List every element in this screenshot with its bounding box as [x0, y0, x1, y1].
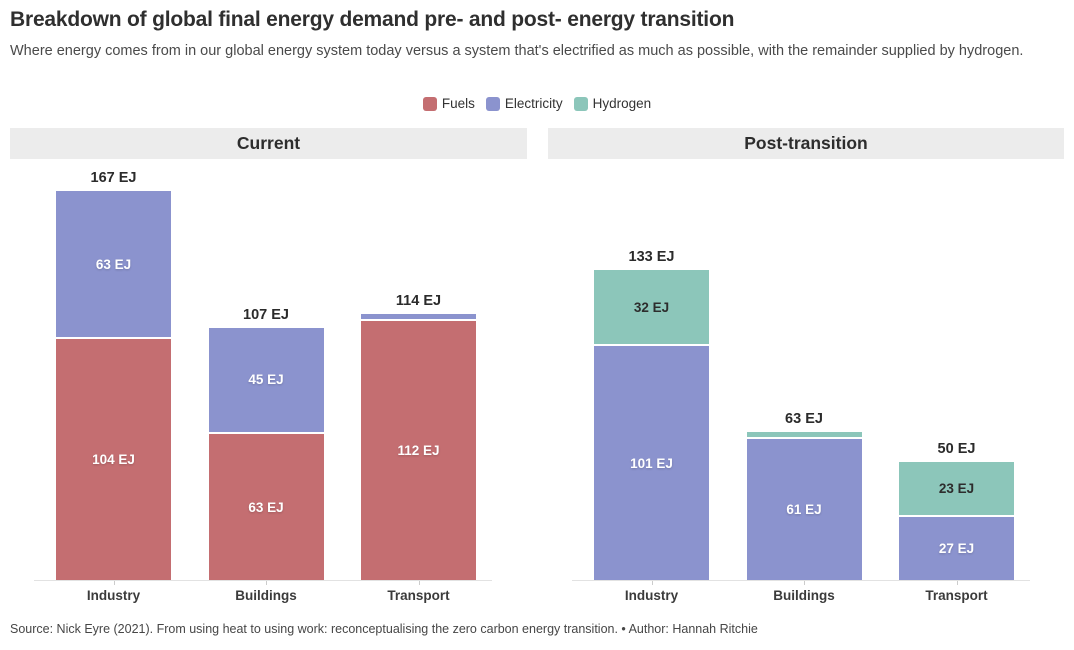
- bar-total-label: 133 EJ: [628, 248, 675, 265]
- category-label-industry: Industry: [624, 588, 679, 603]
- bar-segment-fuels: 63 EJ: [208, 434, 324, 580]
- legend-label: Fuels: [441, 96, 475, 111]
- bar-segment-fuels: 104 EJ: [56, 339, 171, 580]
- bar-total-label: 107 EJ: [243, 306, 289, 323]
- electricity-swatch-icon: [485, 96, 500, 111]
- chart-legend: Fuels Electricity Hydrogen: [0, 96, 1074, 111]
- category-label-transport: Transport: [387, 588, 450, 603]
- x-axis-line: [34, 580, 492, 581]
- bar-segment-electricity: [361, 313, 476, 319]
- segment-value-label: 101 EJ: [630, 455, 673, 471]
- category-label-buildings: Buildings: [773, 588, 835, 603]
- segment-value-label: 23 EJ: [938, 481, 975, 497]
- plot-area: Industry 101 EJ 32 EJ 133 EJ Buildings 61 EJ 6…: [548, 159, 1064, 610]
- axis-tick: [956, 581, 958, 585]
- segment-value-label: 63 EJ: [248, 499, 284, 515]
- segment-value-label: 45 EJ: [248, 372, 284, 388]
- bar-segment-electricity: 45 EJ: [208, 327, 324, 433]
- segment-value-label: 104 EJ: [92, 452, 135, 468]
- chart-panel: Current Industry 104 EJ 63 EJ 167 EJ Buildin…: [10, 128, 527, 610]
- segment-value-label: 61 EJ: [786, 501, 822, 517]
- bar-industry: 104 EJ 63 EJ 167 EJ: [56, 170, 171, 580]
- category-label-transport: Transport: [925, 588, 988, 603]
- hydrogen-swatch-icon: [573, 96, 588, 111]
- bar-industry: 101 EJ 32 EJ 133 EJ: [594, 189, 709, 580]
- bar-transport: 112 EJ 114 EJ: [361, 189, 476, 580]
- x-axis-line: [572, 580, 1030, 581]
- legend-label: Hydrogen: [592, 96, 652, 111]
- source-attribution: Source: Nick Eyre (2021). From using hea…: [10, 622, 758, 636]
- bar-segment-electricity: 63 EJ: [56, 191, 171, 338]
- axis-tick: [418, 581, 420, 585]
- segment-value-label: 63 EJ: [95, 256, 132, 272]
- segment-value-label: 32 EJ: [633, 299, 670, 315]
- chart-subtitle: Where energy comes from in our global en…: [10, 43, 1024, 59]
- panel-title: Post-transition: [548, 128, 1064, 159]
- legend-item-electricity: Electricity: [485, 96, 563, 111]
- bar-buildings: 61 EJ 63 EJ: [746, 189, 862, 580]
- bar-transport: 27 EJ 23 EJ 50 EJ: [899, 189, 1014, 580]
- bar-total-label: 63 EJ: [785, 411, 823, 428]
- bar-segment-hydrogen: 32 EJ: [594, 269, 709, 345]
- axis-tick: [651, 581, 653, 585]
- category-label-industry: Industry: [86, 588, 141, 603]
- fuels-swatch-icon: [422, 96, 437, 111]
- page-title: Breakdown of global final energy demand …: [10, 8, 735, 31]
- bar-segment-electricity: 27 EJ: [899, 517, 1014, 580]
- segment-value-label: 112 EJ: [397, 442, 440, 458]
- axis-tick: [113, 581, 115, 585]
- bar-segment-hydrogen: 23 EJ: [899, 462, 1014, 516]
- chart-panel: Post-transition Industry 101 EJ 32 EJ 133 E…: [548, 128, 1064, 610]
- category-label-buildings: Buildings: [235, 588, 297, 603]
- legend-item-hydrogen: Hydrogen: [573, 96, 652, 111]
- bar-segment-electricity: 101 EJ: [594, 346, 709, 580]
- legend-label: Electricity: [504, 96, 563, 111]
- axis-tick: [804, 581, 805, 585]
- bar-buildings: 63 EJ 45 EJ 107 EJ: [208, 189, 324, 580]
- bar-segment-hydrogen: [746, 432, 862, 437]
- plot-area: Industry 104 EJ 63 EJ 167 EJ Buildings 63 EJ 4…: [10, 159, 527, 610]
- bar-total-label: 114 EJ: [395, 292, 442, 309]
- legend-item-fuels: Fuels: [422, 96, 475, 111]
- bar-segment-fuels: 112 EJ: [361, 320, 476, 580]
- bar-total-label: 50 EJ: [937, 441, 976, 458]
- bar-segment-electricity: 61 EJ: [746, 438, 862, 580]
- bar-total-label: 167 EJ: [90, 170, 137, 187]
- axis-tick: [266, 581, 267, 585]
- panel-title: Current: [10, 128, 527, 159]
- segment-value-label: 27 EJ: [938, 541, 975, 557]
